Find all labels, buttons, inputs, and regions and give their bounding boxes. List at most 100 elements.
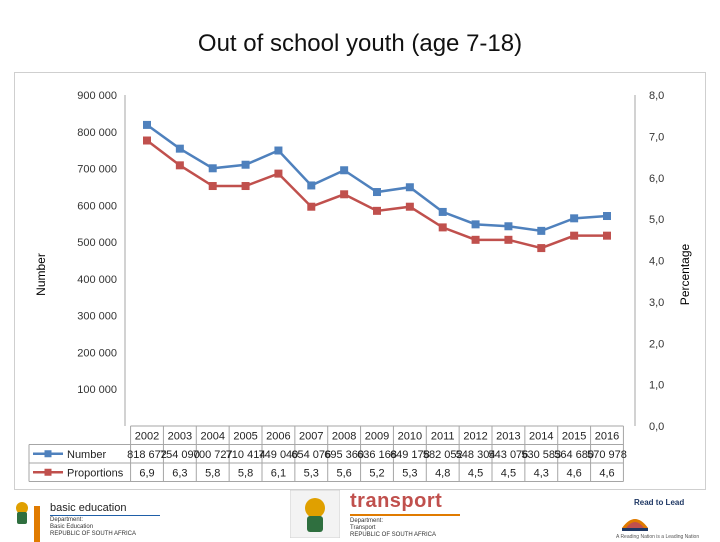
- data-point-proportions: [570, 231, 579, 240]
- legend-marker-number: [44, 450, 52, 458]
- y-tick-label: 100 000: [77, 384, 117, 396]
- y2-axis-title: Percentage: [678, 243, 692, 305]
- y-tick-label: 900 000: [77, 90, 117, 102]
- data-point-proportions: [373, 206, 381, 215]
- x-tick-label: 2014: [529, 431, 553, 443]
- data-point-proportions: [537, 244, 546, 253]
- data-point-number: [340, 166, 349, 175]
- read-to-lead-name: Read to Lead: [634, 498, 685, 507]
- y-tick-label: 600 000: [77, 200, 117, 212]
- book-icon: [622, 519, 648, 531]
- legend-entry-proportions: Proportions: [67, 467, 124, 479]
- x-tick-label: 2010: [398, 431, 422, 443]
- y2-tick-label: 7,0: [649, 131, 664, 143]
- data-point-proportions: [504, 235, 513, 244]
- read-to-lead-tagline: A Reading Nation is a Leading Nation: [616, 534, 700, 540]
- data-point-number: [504, 222, 513, 231]
- data-point-proportions: [340, 190, 349, 199]
- y2-tick-label: 0,0: [649, 421, 664, 433]
- basic-education-bar: [34, 506, 40, 542]
- data-label-number: 582 052: [423, 449, 463, 461]
- x-tick-label: 2006: [266, 431, 290, 443]
- x-tick-label: 2015: [562, 431, 586, 443]
- chart-frame: 100 000 200 000 300 000 400 000 500 000 600 0…: [14, 72, 706, 490]
- data-label-proportions: 4,3: [534, 467, 549, 479]
- line-chart: 100 000 200 000 300 000 400 000 500 000 600 0…: [28, 90, 692, 482]
- x-tick-label: 2008: [332, 431, 356, 443]
- data-point-proportions: [208, 182, 217, 191]
- data-point-number: [241, 160, 250, 169]
- data-label-proportions: 6,9: [139, 467, 154, 479]
- data-label-proportions: 5,8: [238, 467, 253, 479]
- data-label-proportions: 4,8: [435, 467, 450, 479]
- y2-tick-label: 3,0: [649, 297, 664, 309]
- series-line-number: [146, 123, 608, 233]
- x-tick-label: 2003: [168, 431, 192, 443]
- data-point-number: [405, 183, 414, 192]
- data-label-number: 530 583: [521, 449, 561, 461]
- data-label-proportions: 5,3: [304, 467, 319, 479]
- data-label-proportions: 4,6: [599, 467, 614, 479]
- basic-education-rule: [50, 515, 160, 516]
- data-point-number: [208, 164, 217, 173]
- footer-logos: basic education Department: Basic Educat…: [0, 490, 720, 542]
- data-point-number: [373, 188, 381, 197]
- data-point-proportions: [603, 231, 611, 240]
- data-label-proportions: 4,6: [566, 467, 581, 479]
- data-label-number: 543 076: [489, 449, 529, 461]
- y-tick-label: 700 000: [77, 164, 117, 176]
- basic-education-name: basic education: [50, 502, 127, 514]
- data-label-number: 636 168: [357, 449, 397, 461]
- y-tick-label: 300 000: [77, 311, 117, 323]
- data-point-proportions: [175, 161, 184, 170]
- data-point-number: [471, 220, 480, 229]
- transport-name: transport: [350, 490, 443, 512]
- data-label-proportions: 6,1: [271, 467, 286, 479]
- y2-tick-label: 8,0: [649, 90, 664, 102]
- data-point-proportions: [241, 182, 250, 191]
- data-label-number: 749 040: [259, 449, 299, 461]
- data-label-proportions: 5,2: [369, 467, 384, 479]
- basic-education-country: REPUBLIC OF SOUTH AFRICA: [50, 531, 137, 537]
- y2-tick-label: 2,0: [649, 338, 664, 350]
- data-label-number: 710 414: [226, 449, 266, 461]
- data-point-proportions: [438, 223, 447, 232]
- legend-marker-proportions: [44, 468, 52, 476]
- x-tick-label: 2005: [233, 431, 257, 443]
- data-point-number: [175, 144, 184, 153]
- data-point-number: [307, 181, 316, 190]
- x-tick-label: 2009: [365, 431, 389, 443]
- data-point-number: [143, 120, 151, 129]
- data-label-number: 695 360: [324, 449, 364, 461]
- legend-entry-number: Number: [67, 449, 106, 461]
- data-point-number: [570, 214, 579, 223]
- y-tick-label: 200 000: [77, 347, 117, 359]
- y-axis-title: Number: [34, 253, 48, 296]
- x-tick-label: 2011: [431, 431, 455, 443]
- y-tick-label: 500 000: [77, 237, 117, 249]
- x-tick-label: 2016: [595, 431, 619, 443]
- transport-coat-of-arms-icon: [290, 490, 340, 538]
- data-point-number: [274, 146, 283, 155]
- x-tick-label: 2004: [200, 431, 224, 443]
- data-label-proportions: 5,6: [336, 467, 351, 479]
- data-point-number: [537, 226, 546, 235]
- x-tick-label: 2012: [463, 431, 487, 443]
- transport-dept: Department:: [350, 518, 384, 524]
- y2-tick-label: 1,0: [649, 380, 664, 392]
- y2-tick-label: 4,0: [649, 256, 664, 268]
- data-label-number: 649 178: [390, 449, 430, 461]
- data-label-number: 564 680: [554, 449, 594, 461]
- data-label-proportions: 6,3: [172, 467, 187, 479]
- data-point-proportions: [307, 202, 316, 211]
- data-label-number: 754 090: [160, 449, 200, 461]
- data-label-number: 700 727: [193, 449, 233, 461]
- data-point-proportions: [143, 136, 151, 145]
- data-label-proportions: 5,8: [205, 467, 220, 479]
- transport-rule: [350, 514, 460, 516]
- data-point-proportions: [405, 202, 414, 211]
- data-point-proportions: [274, 169, 283, 178]
- data-label-proportions: 4,5: [468, 467, 483, 479]
- y-tick-label: 400 000: [77, 274, 117, 286]
- data-label-proportions: 5,3: [402, 467, 417, 479]
